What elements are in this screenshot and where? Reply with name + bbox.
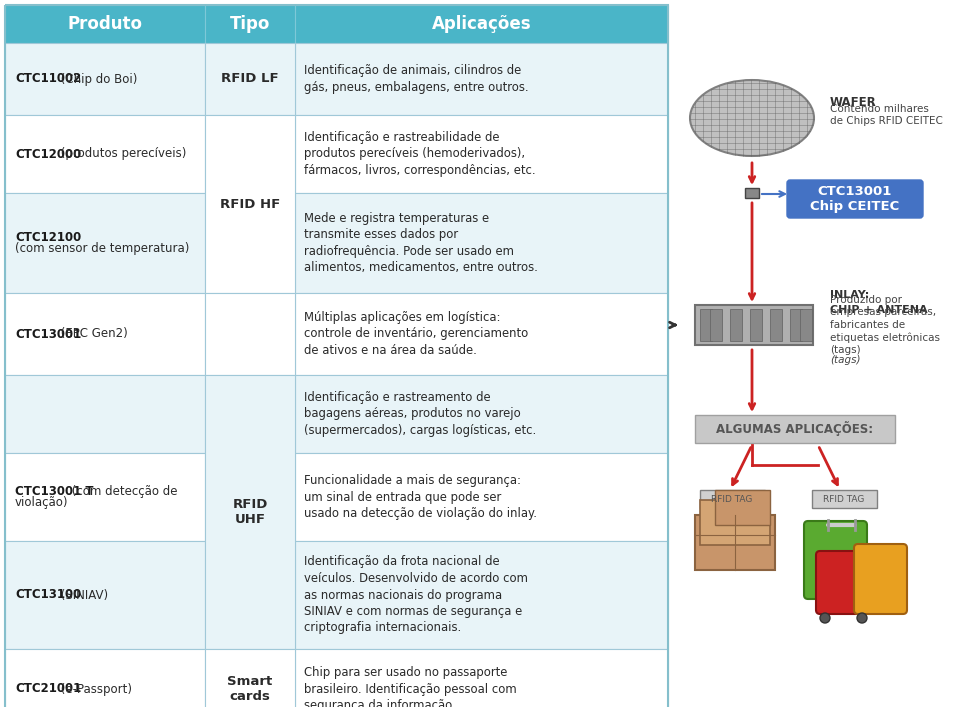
Text: INLAY:: INLAY: — [830, 290, 869, 300]
Bar — [5, 541, 205, 649]
Bar — [205, 43, 295, 115]
Bar — [730, 309, 742, 341]
Text: (EPC Gen2): (EPC Gen2) — [58, 327, 128, 341]
Bar — [205, 115, 295, 293]
Bar — [5, 5, 668, 707]
Bar — [710, 309, 722, 341]
Bar — [295, 375, 668, 453]
Bar — [790, 309, 802, 341]
Text: (produtos perecíveis): (produtos perecíveis) — [58, 148, 186, 160]
Text: Identificação e rastreabilidade de
produtos perecíveis (hemoderivados),
fármacos: Identificação e rastreabilidade de produ… — [304, 131, 536, 177]
Bar — [812, 490, 877, 508]
Bar — [5, 43, 205, 115]
Text: CTC11002: CTC11002 — [15, 73, 82, 86]
Bar — [750, 309, 762, 341]
Bar — [295, 43, 668, 115]
Bar — [695, 305, 813, 345]
Text: RFID TAG: RFID TAG — [824, 494, 865, 503]
FancyBboxPatch shape — [787, 180, 923, 218]
Text: Contendo milhares
de Chips RFID CEITEC: Contendo milhares de Chips RFID CEITEC — [830, 104, 943, 127]
Bar — [295, 193, 668, 293]
Text: Tipo: Tipo — [229, 15, 270, 33]
FancyBboxPatch shape — [816, 551, 869, 614]
Circle shape — [820, 613, 830, 623]
Bar — [715, 490, 770, 525]
Text: (com sensor de temperatura): (com sensor de temperatura) — [15, 243, 189, 255]
Text: (tags): (tags) — [830, 355, 860, 365]
Bar — [700, 309, 712, 341]
Text: CTC13001
Chip CEITEC: CTC13001 Chip CEITEC — [810, 185, 900, 213]
Text: Identificação da frota nacional de
veículos. Desenvolvido de acordo com
as norma: Identificação da frota nacional de veícu… — [304, 556, 528, 634]
Text: CTC12100: CTC12100 — [15, 230, 82, 244]
FancyBboxPatch shape — [854, 544, 907, 614]
Bar — [5, 193, 205, 293]
Text: (e-Passport): (e-Passport) — [58, 682, 132, 696]
Text: Múltiplas aplicações em logística:
controle de inventário, gerenciamento
de ativ: Múltiplas aplicações em logística: contr… — [304, 311, 528, 357]
Text: (SINIAV): (SINIAV) — [58, 588, 108, 602]
Bar — [205, 5, 295, 43]
Text: RFID TAG: RFID TAG — [711, 494, 753, 503]
Text: Chip para ser usado no passaporte
brasileiro. Identificação pessoal com
seguranç: Chip para ser usado no passaporte brasil… — [304, 666, 516, 707]
Text: RFID LF: RFID LF — [221, 73, 278, 86]
Bar — [695, 515, 775, 570]
Text: Produzido por
empresas parceiras,
fabricantes de
etiquetas eletrônicas
(tags): Produzido por empresas parceiras, fabric… — [830, 295, 940, 355]
Bar — [205, 293, 295, 375]
Bar — [700, 500, 770, 545]
Bar — [5, 453, 205, 541]
Text: CTC12000: CTC12000 — [15, 148, 82, 160]
Text: RFID
UHF: RFID UHF — [232, 498, 268, 526]
Text: CTC21001: CTC21001 — [15, 682, 82, 696]
Text: Produto: Produto — [67, 15, 142, 33]
Bar — [295, 293, 668, 375]
Bar — [295, 115, 668, 193]
FancyBboxPatch shape — [804, 521, 867, 599]
Text: violação): violação) — [15, 496, 68, 509]
Text: Mede e registra temperaturas e
transmite esses dados por
radiofrequência. Pode s: Mede e registra temperaturas e transmite… — [304, 212, 538, 274]
Bar — [745, 188, 759, 198]
Ellipse shape — [690, 80, 814, 156]
Text: RFID HF: RFID HF — [220, 197, 280, 211]
Text: (Chip do Boi): (Chip do Boi) — [58, 73, 137, 86]
Bar — [695, 415, 895, 443]
Bar — [770, 309, 782, 341]
Bar — [295, 649, 668, 707]
Bar — [5, 293, 205, 375]
Text: ALGUMAS APLICAÇÕES:: ALGUMAS APLICAÇÕES: — [716, 421, 874, 436]
Text: WAFER: WAFER — [830, 95, 876, 108]
Bar — [205, 375, 295, 649]
Bar — [5, 115, 205, 193]
Text: CTC13100: CTC13100 — [15, 588, 82, 602]
Text: Aplicações: Aplicações — [432, 15, 531, 33]
Bar — [5, 649, 205, 707]
Bar — [295, 541, 668, 649]
Bar — [205, 649, 295, 707]
Bar — [800, 309, 812, 341]
Text: (com detecção de: (com detecção de — [68, 485, 178, 498]
Circle shape — [857, 613, 867, 623]
Text: Identificação e rastreamento de
bagagens aéreas, produtos no varejo
(supermercad: Identificação e rastreamento de bagagens… — [304, 391, 537, 437]
Text: Identificação de animais, cilindros de
gás, pneus, embalagens, entre outros.: Identificação de animais, cilindros de g… — [304, 64, 529, 94]
Bar — [295, 5, 668, 43]
Bar — [5, 375, 205, 453]
Bar — [700, 490, 765, 508]
Text: CTC13001: CTC13001 — [15, 327, 82, 341]
Text: CHIP + ANTENA: CHIP + ANTENA — [830, 305, 927, 315]
Text: Funcionalidade a mais de segurança:
um sinal de entrada que pode ser
usado na de: Funcionalidade a mais de segurança: um s… — [304, 474, 537, 520]
Text: CTC13001 T: CTC13001 T — [15, 485, 93, 498]
Bar — [5, 5, 205, 43]
Bar — [295, 453, 668, 541]
Text: Smart
cards: Smart cards — [228, 675, 273, 703]
